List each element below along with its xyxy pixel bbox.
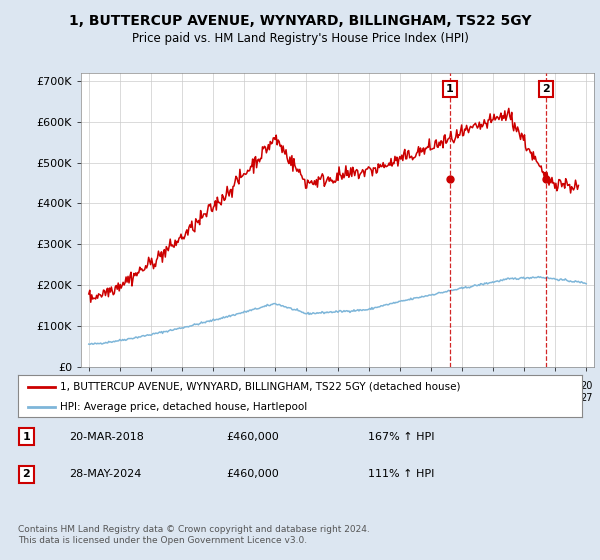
Text: 1, BUTTERCUP AVENUE, WYNYARD, BILLINGHAM, TS22 5GY: 1, BUTTERCUP AVENUE, WYNYARD, BILLINGHAM… [69, 14, 531, 28]
Text: 20: 20 [549, 381, 562, 391]
Text: 21: 21 [487, 393, 499, 403]
Text: 13: 13 [362, 393, 375, 403]
Text: 99: 99 [145, 393, 157, 403]
Text: 1, BUTTERCUP AVENUE, WYNYARD, BILLINGHAM, TS22 5GY (detached house): 1, BUTTERCUP AVENUE, WYNYARD, BILLINGHAM… [60, 382, 461, 392]
Text: 2: 2 [23, 469, 31, 479]
Text: £460,000: £460,000 [227, 432, 280, 442]
Text: 01: 01 [176, 393, 188, 403]
Text: 2: 2 [542, 84, 550, 94]
Text: 20-MAR-2018: 20-MAR-2018 [69, 432, 143, 442]
Text: 19: 19 [145, 381, 157, 391]
Text: 1: 1 [446, 84, 454, 94]
Text: 07: 07 [269, 393, 281, 403]
Text: 167% ↑ HPI: 167% ↑ HPI [368, 432, 434, 442]
Text: 28-MAY-2024: 28-MAY-2024 [69, 469, 141, 479]
Text: Contains HM Land Registry data © Crown copyright and database right 2024.
This d: Contains HM Land Registry data © Crown c… [18, 525, 370, 545]
Text: 23: 23 [518, 393, 530, 403]
Text: 19: 19 [83, 381, 95, 391]
Text: 15: 15 [394, 393, 406, 403]
Text: £460,000: £460,000 [227, 469, 280, 479]
Text: 20: 20 [455, 381, 468, 391]
Text: 20: 20 [331, 381, 344, 391]
Text: 19: 19 [114, 381, 126, 391]
Text: HPI: Average price, detached house, Hartlepool: HPI: Average price, detached house, Hart… [60, 402, 308, 412]
Text: 11: 11 [331, 393, 344, 403]
Text: 05: 05 [238, 393, 250, 403]
Text: 20: 20 [518, 381, 530, 391]
Text: 20: 20 [269, 381, 281, 391]
Text: 17: 17 [425, 393, 437, 403]
Text: 95: 95 [83, 393, 95, 403]
Text: 03: 03 [207, 393, 219, 403]
Text: 20: 20 [207, 381, 220, 391]
Text: 19: 19 [456, 393, 468, 403]
Text: 20: 20 [362, 381, 375, 391]
Text: 20: 20 [487, 381, 499, 391]
Text: 09: 09 [300, 393, 313, 403]
Text: 20: 20 [394, 381, 406, 391]
Text: 20: 20 [238, 381, 250, 391]
Text: 27: 27 [580, 393, 592, 403]
Text: 97: 97 [113, 393, 126, 403]
Text: 25: 25 [549, 393, 562, 403]
Text: 20: 20 [176, 381, 188, 391]
Text: 1: 1 [23, 432, 31, 442]
Text: 111% ↑ HPI: 111% ↑ HPI [368, 469, 434, 479]
Text: 20: 20 [425, 381, 437, 391]
Text: 20: 20 [580, 381, 592, 391]
Text: 20: 20 [300, 381, 313, 391]
Text: Price paid vs. HM Land Registry's House Price Index (HPI): Price paid vs. HM Land Registry's House … [131, 32, 469, 45]
